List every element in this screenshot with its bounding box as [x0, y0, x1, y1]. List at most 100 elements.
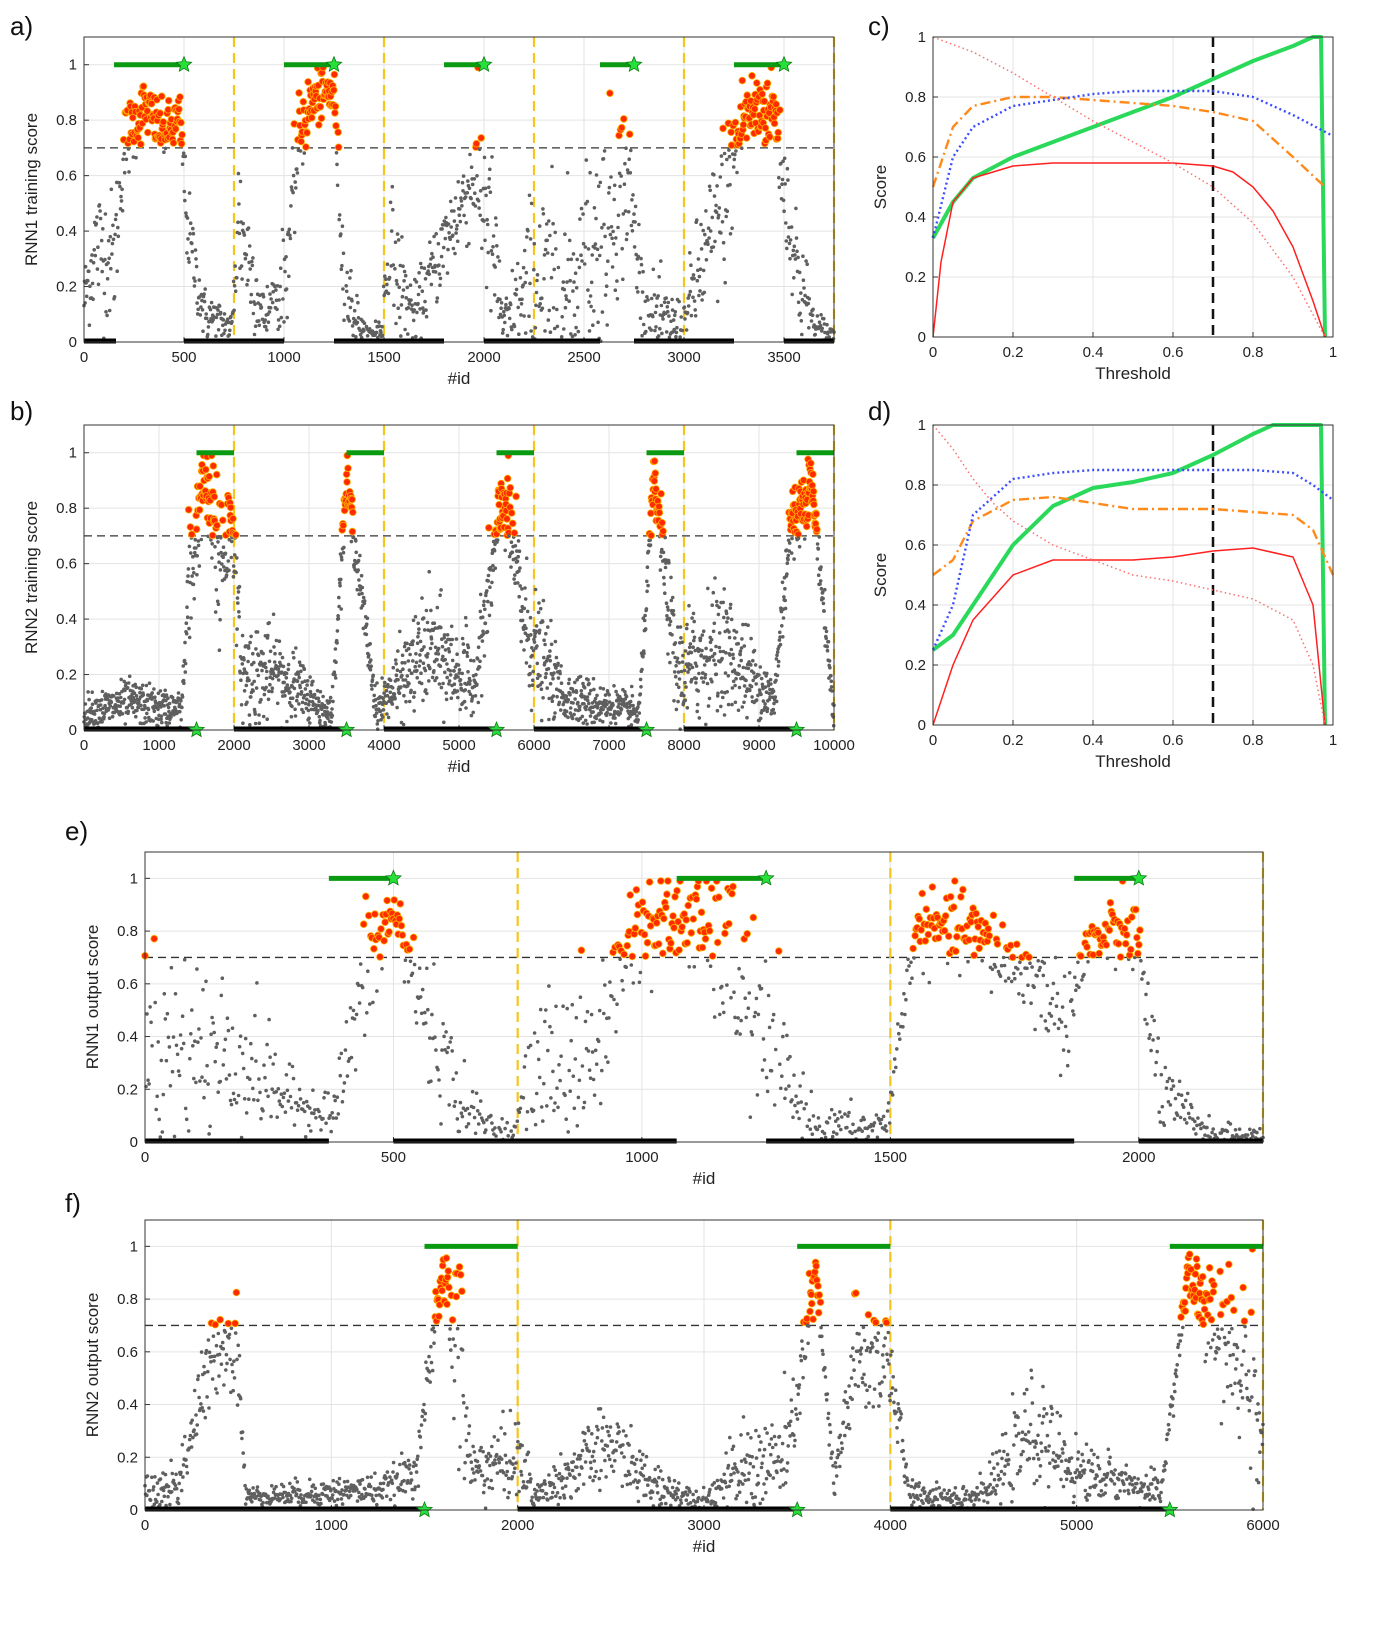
below-threshold-point — [188, 1056, 192, 1061]
below-threshold-point — [514, 292, 518, 297]
below-threshold-point — [781, 198, 786, 203]
below-threshold-point — [585, 199, 590, 204]
below-threshold-point — [251, 311, 256, 316]
below-threshold-point — [817, 1124, 822, 1129]
below-threshold-point — [653, 328, 657, 333]
below-threshold-point — [505, 333, 510, 338]
below-threshold-point — [403, 678, 408, 682]
below-threshold-point — [652, 293, 657, 297]
below-threshold-point — [627, 157, 631, 161]
below-threshold-point — [571, 289, 575, 293]
below-threshold-point — [581, 241, 586, 246]
below-threshold-point — [341, 1089, 346, 1094]
below-threshold-point — [267, 621, 272, 625]
below-threshold-point — [252, 660, 256, 665]
below-threshold-point — [399, 303, 404, 307]
below-threshold-point — [728, 602, 733, 607]
below-threshold-point — [734, 630, 739, 634]
below-threshold-point — [491, 245, 495, 249]
below-threshold-point — [590, 253, 594, 257]
below-threshold-point — [486, 250, 491, 255]
below-threshold-point — [538, 1007, 543, 1012]
below-threshold-point — [442, 633, 447, 637]
below-threshold-point — [541, 598, 546, 603]
below-threshold-point — [117, 699, 121, 704]
below-threshold-point — [564, 1117, 568, 1121]
below-threshold-point — [445, 675, 450, 680]
below-threshold-point — [623, 690, 627, 694]
above-threshold-point — [659, 914, 668, 923]
below-threshold-point — [746, 666, 751, 671]
below-threshold-point — [398, 263, 403, 268]
below-threshold-point — [541, 1119, 545, 1123]
below-threshold-point — [284, 254, 288, 259]
below-threshold-point — [95, 215, 99, 219]
below-threshold-point — [421, 698, 425, 703]
below-threshold-point — [807, 326, 811, 330]
below-threshold-point — [702, 663, 707, 667]
x-tick-label: 0 — [929, 732, 937, 749]
below-threshold-point — [748, 688, 752, 693]
below-threshold-point — [465, 244, 469, 249]
below-threshold-point — [688, 289, 693, 294]
below-threshold-point — [1067, 971, 1072, 975]
below-threshold-point — [476, 645, 481, 649]
event-star-marker — [384, 869, 403, 886]
below-threshold-point — [257, 721, 262, 725]
below-threshold-point — [409, 298, 413, 302]
below-threshold-point — [669, 319, 673, 324]
below-threshold-point — [1072, 1013, 1076, 1017]
below-threshold-point — [339, 577, 343, 582]
below-threshold-point — [695, 702, 700, 707]
below-threshold-point — [725, 157, 729, 162]
below-threshold-point — [673, 313, 677, 318]
below-threshold-point — [460, 1114, 465, 1119]
below-threshold-point — [698, 636, 703, 641]
below-threshold-point — [611, 242, 616, 246]
below-threshold-point — [499, 301, 504, 305]
below-threshold-point — [169, 715, 173, 719]
below-threshold-point — [98, 703, 103, 707]
below-threshold-point — [534, 1091, 539, 1096]
below-threshold-point — [345, 270, 350, 275]
below-threshold-point — [1043, 1019, 1048, 1023]
below-threshold-point — [342, 545, 346, 550]
below-threshold-point — [696, 257, 701, 261]
below-threshold-point — [355, 293, 359, 298]
below-threshold-point — [404, 699, 408, 704]
below-threshold-point — [903, 1012, 907, 1017]
below-threshold-point — [468, 692, 473, 697]
below-threshold-point — [450, 1049, 455, 1053]
below-threshold-point — [551, 694, 556, 698]
below-threshold-point — [280, 655, 285, 660]
x-tick-label: 4000 — [367, 737, 400, 754]
below-threshold-point — [625, 168, 630, 172]
below-threshold-point — [736, 1016, 740, 1020]
below-threshold-point — [742, 700, 746, 705]
below-threshold-point — [99, 698, 104, 702]
below-threshold-point — [356, 983, 361, 988]
below-threshold-point — [192, 571, 196, 575]
below-threshold-point — [572, 280, 576, 284]
below-threshold-point — [636, 705, 640, 709]
below-threshold-point — [380, 333, 385, 338]
below-threshold-point — [563, 305, 568, 310]
below-threshold-point — [532, 241, 537, 246]
below-threshold-point — [790, 292, 794, 297]
below-threshold-point — [628, 714, 632, 719]
below-threshold-point — [550, 1030, 554, 1035]
below-threshold-point — [356, 316, 361, 320]
below-threshold-point — [884, 1129, 889, 1133]
above-threshold-point — [1128, 913, 1136, 921]
below-threshold-point — [707, 184, 712, 189]
below-threshold-point — [533, 634, 537, 639]
below-threshold-point — [764, 1075, 769, 1080]
above-threshold-point — [687, 929, 696, 937]
below-threshold-point — [581, 681, 585, 686]
below-threshold-point — [665, 614, 669, 618]
below-threshold-point — [732, 157, 737, 162]
below-threshold-point — [518, 566, 522, 570]
below-threshold-point — [337, 217, 342, 222]
below-threshold-point — [402, 279, 406, 283]
below-threshold-point — [268, 1055, 272, 1059]
